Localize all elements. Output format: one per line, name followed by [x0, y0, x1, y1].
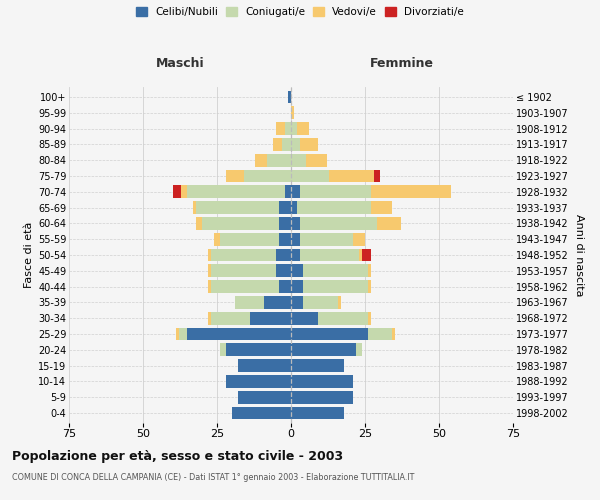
Bar [303, 264, 368, 278]
Bar [265, 296, 291, 309]
Bar [220, 232, 279, 245]
Bar [368, 328, 392, 340]
Bar [291, 186, 300, 198]
Bar [173, 186, 181, 198]
Bar [250, 312, 291, 324]
Bar [297, 122, 309, 135]
Bar [368, 312, 371, 324]
Bar [285, 186, 291, 198]
Bar [291, 312, 317, 324]
Bar [268, 154, 291, 166]
Bar [279, 280, 291, 293]
Bar [282, 138, 291, 151]
Bar [291, 217, 300, 230]
Y-axis label: Fasce di età: Fasce di età [23, 222, 34, 288]
Bar [211, 248, 276, 262]
Bar [291, 280, 303, 293]
Bar [291, 122, 297, 135]
Bar [176, 328, 179, 340]
Bar [359, 248, 362, 262]
Bar [179, 328, 187, 340]
Bar [279, 232, 291, 245]
Bar [196, 201, 279, 214]
Bar [297, 201, 371, 214]
Y-axis label: Anni di nascita: Anni di nascita [574, 214, 584, 296]
Bar [300, 248, 359, 262]
Bar [291, 170, 329, 182]
Bar [371, 201, 392, 214]
Bar [300, 232, 353, 245]
Bar [279, 201, 291, 214]
Bar [226, 375, 291, 388]
Bar [276, 248, 291, 262]
Bar [356, 344, 362, 356]
Bar [317, 312, 368, 324]
Bar [374, 170, 380, 182]
Bar [187, 328, 291, 340]
Bar [285, 122, 291, 135]
Bar [392, 328, 395, 340]
Bar [181, 186, 187, 198]
Bar [368, 264, 371, 278]
Bar [202, 217, 279, 230]
Bar [291, 138, 300, 151]
Bar [276, 122, 285, 135]
Bar [273, 138, 282, 151]
Bar [371, 186, 451, 198]
Bar [208, 280, 211, 293]
Bar [291, 248, 300, 262]
Bar [232, 406, 291, 420]
Bar [193, 201, 196, 214]
Bar [291, 232, 300, 245]
Bar [300, 138, 317, 151]
Bar [338, 296, 341, 309]
Bar [291, 406, 344, 420]
Bar [291, 106, 294, 120]
Bar [279, 217, 291, 230]
Bar [291, 296, 303, 309]
Bar [291, 375, 353, 388]
Bar [208, 264, 211, 278]
Bar [226, 344, 291, 356]
Bar [256, 154, 268, 166]
Bar [362, 248, 371, 262]
Text: Femmine: Femmine [370, 57, 434, 70]
Bar [291, 328, 368, 340]
Bar [288, 90, 291, 104]
Bar [291, 201, 297, 214]
Bar [211, 264, 276, 278]
Bar [306, 154, 326, 166]
Text: COMUNE DI CONCA DELLA CAMPANIA (CE) - Dati ISTAT 1° gennaio 2003 - Elaborazione : COMUNE DI CONCA DELLA CAMPANIA (CE) - Da… [12, 472, 415, 482]
Text: Maschi: Maschi [155, 57, 205, 70]
Bar [214, 232, 220, 245]
Bar [238, 390, 291, 404]
Bar [303, 280, 368, 293]
Bar [244, 170, 291, 182]
Bar [303, 296, 338, 309]
Bar [377, 217, 401, 230]
Bar [196, 217, 202, 230]
Bar [226, 170, 244, 182]
Bar [187, 186, 285, 198]
Text: Popolazione per età, sesso e stato civile - 2003: Popolazione per età, sesso e stato civil… [12, 450, 343, 463]
Bar [368, 280, 371, 293]
Bar [208, 312, 211, 324]
Bar [276, 264, 291, 278]
Bar [291, 344, 356, 356]
Bar [291, 154, 306, 166]
Bar [300, 186, 371, 198]
Legend: Celibi/Nubili, Coniugati/e, Vedovi/e, Divorziati/e: Celibi/Nubili, Coniugati/e, Vedovi/e, Di… [134, 5, 466, 20]
Bar [208, 248, 211, 262]
Bar [220, 344, 226, 356]
Bar [291, 264, 303, 278]
Bar [291, 390, 353, 404]
Bar [211, 312, 250, 324]
Bar [300, 217, 377, 230]
Bar [211, 280, 279, 293]
Bar [291, 359, 344, 372]
Bar [238, 359, 291, 372]
Bar [235, 296, 265, 309]
Bar [329, 170, 374, 182]
Bar [353, 232, 365, 245]
